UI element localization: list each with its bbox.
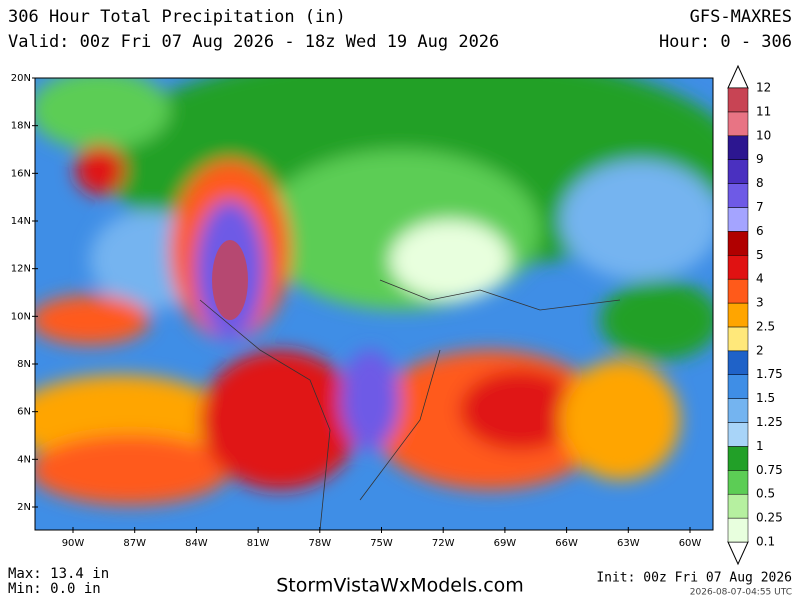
init-time: Init: 00z Fri 07 Aug 2026 xyxy=(596,571,792,586)
colorbar-box xyxy=(727,398,749,423)
colorbar-label: 1.5 xyxy=(756,391,775,405)
colorbar-label: 2.5 xyxy=(756,319,775,333)
hour-range: Hour: 0 - 306 xyxy=(659,32,792,52)
colorbar-box xyxy=(727,207,749,232)
lon-label: 69W xyxy=(494,538,517,549)
lat-label: 8N xyxy=(17,359,31,370)
colorbar-box xyxy=(727,350,749,375)
colorbar-label: 1.25 xyxy=(756,415,783,429)
lon-label: 90W xyxy=(62,538,85,549)
title: 306 Hour Total Precipitation (in) xyxy=(8,7,346,27)
colorbar-box xyxy=(727,374,749,399)
colorbar-box xyxy=(727,517,749,543)
lat-label: 10N xyxy=(11,311,31,322)
colorbar-label: 10 xyxy=(756,128,771,142)
colorbar-box xyxy=(727,326,749,352)
lat-label: 18N xyxy=(11,121,31,132)
lon-label: 87W xyxy=(123,538,146,549)
colorbar-box xyxy=(727,183,749,208)
colorbar-box xyxy=(727,302,749,328)
lon-label: 75W xyxy=(370,538,393,549)
lat-label: 14N xyxy=(11,216,31,227)
lon-label: 66W xyxy=(555,538,578,549)
colorbar-box xyxy=(727,111,749,137)
lat-label: 16N xyxy=(11,168,31,179)
colorbar-box xyxy=(727,278,749,304)
colorbar-box xyxy=(727,135,749,160)
colorbar-label: 7 xyxy=(756,200,764,214)
lon-label: 60W xyxy=(679,538,702,549)
colorbar-box xyxy=(727,470,749,495)
timestamp: 2026-08-07-04:55 UTC xyxy=(690,588,792,598)
valid-range: Valid: 00z Fri 07 Aug 2026 - 18z Wed 19 … xyxy=(8,32,499,52)
colorbar-label: 9 xyxy=(756,152,764,166)
colorbar-label: 2 xyxy=(756,343,764,357)
lat-label: 2N xyxy=(17,502,31,513)
max-value: Max: 13.4 in xyxy=(8,566,109,582)
colorbar-label: 1.75 xyxy=(756,367,783,381)
colorbar-label: 12 xyxy=(756,81,771,95)
min-value: Min: 0.0 in xyxy=(8,581,101,597)
lat-label: 4N xyxy=(17,454,31,465)
colorbar-label: 4 xyxy=(756,272,764,286)
colorbar-label: 3 xyxy=(756,296,764,310)
colorbar-box xyxy=(727,446,749,471)
lon-label: 63W xyxy=(617,538,640,549)
colorbar-box xyxy=(727,159,749,184)
lat-label: 6N xyxy=(17,407,31,418)
lon-label: 78W xyxy=(308,538,331,549)
colorbar-label: 6 xyxy=(756,224,764,238)
map-frame xyxy=(34,77,714,531)
lat-label: 12N xyxy=(11,264,31,275)
colorbar-label: 0.25 xyxy=(756,511,783,525)
colorbar-label: 8 xyxy=(756,176,764,190)
colorbar-box xyxy=(727,87,749,113)
colorbar-box xyxy=(727,493,749,519)
precip-map xyxy=(35,78,713,530)
colorbar-box xyxy=(727,422,749,447)
lon-label: 84W xyxy=(185,538,208,549)
colorbar: 0.1 0.25 0.5 0.75 1 1.25 1.5 1.75 2 2.5 3 4 5 6 7 8 9 10 1… xyxy=(727,64,783,566)
colorbar-label: 0.5 xyxy=(756,487,775,501)
model-name: GFS-MAXRES xyxy=(690,7,792,27)
lat-label: 20N xyxy=(11,73,31,84)
colorbar-bottom-arrow xyxy=(727,541,749,566)
colorbar-label: 0.1 xyxy=(756,535,775,549)
lon-label: 81W xyxy=(247,538,270,549)
site-name: StormVistaWxModels.com xyxy=(276,575,524,597)
lon-label: 72W xyxy=(432,538,455,549)
colorbar-box xyxy=(727,231,749,256)
colorbar-label: 11 xyxy=(756,104,771,118)
colorbar-label: 1 xyxy=(756,439,764,453)
lon-labels: 90W 87W 84W 81W 78W 75W 72W 69W 66W 63W 60W xyxy=(62,527,702,549)
colorbar-box xyxy=(727,255,749,280)
colorbar-label: 5 xyxy=(756,248,764,262)
colorbar-top-arrow xyxy=(727,64,749,89)
colorbar-label: 0.75 xyxy=(756,463,783,477)
lat-labels: 20N 18N 16N 14N 12N 10N 8N 6N 4N 2N xyxy=(11,73,38,513)
